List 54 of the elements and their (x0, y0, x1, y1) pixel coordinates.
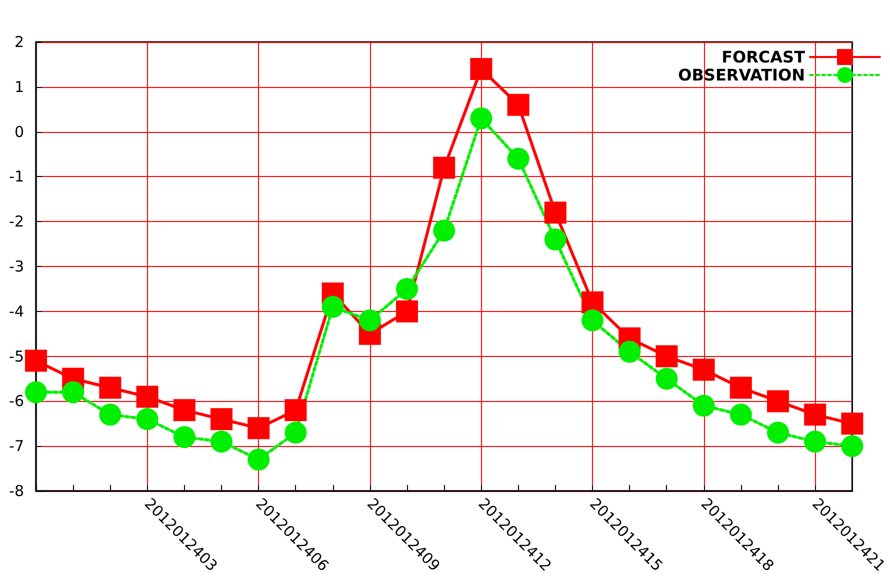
y-tick-label: 2 (14, 33, 24, 51)
point (210, 408, 232, 430)
point (581, 291, 604, 314)
point (841, 412, 864, 435)
point (248, 448, 270, 471)
point (173, 399, 196, 422)
point (248, 417, 270, 440)
y-tick-label: 1 (14, 78, 24, 96)
point (25, 350, 47, 372)
point (804, 430, 826, 453)
point (582, 309, 604, 332)
point (544, 228, 566, 251)
point (322, 296, 344, 318)
point (433, 220, 456, 242)
y-tick-label: -1 (9, 168, 24, 186)
point (284, 422, 307, 444)
point (766, 390, 789, 412)
point (470, 58, 492, 80)
point (507, 94, 530, 116)
point (730, 404, 752, 426)
point (470, 107, 492, 130)
point (25, 381, 47, 404)
point (544, 202, 566, 224)
point (284, 399, 307, 422)
point (730, 376, 752, 399)
point (396, 300, 418, 322)
point (767, 422, 789, 444)
point (804, 404, 826, 426)
point (136, 386, 158, 408)
y-tick-label: -8 (9, 482, 24, 500)
legend-label: FORCAST (722, 48, 806, 66)
point (618, 340, 641, 363)
y-tick-label: -7 (9, 437, 24, 456)
point (173, 426, 196, 448)
point (62, 381, 84, 404)
point (692, 358, 715, 381)
y-tick-label: 0 (14, 122, 24, 141)
point (358, 309, 381, 332)
y-tick-label: -5 (9, 347, 24, 366)
point (99, 404, 122, 426)
point (136, 408, 158, 430)
point (99, 376, 122, 399)
point (656, 368, 678, 390)
point (210, 430, 232, 453)
y-tick-label: -2 (9, 212, 24, 231)
point (396, 278, 418, 300)
point (841, 435, 864, 458)
point (507, 148, 530, 170)
y-tick-label: -6 (9, 392, 24, 410)
point (433, 156, 456, 179)
y-tick-label: -3 (9, 258, 24, 276)
point (692, 394, 715, 417)
y-tick-label: -4 (9, 302, 24, 320)
point (656, 345, 678, 368)
